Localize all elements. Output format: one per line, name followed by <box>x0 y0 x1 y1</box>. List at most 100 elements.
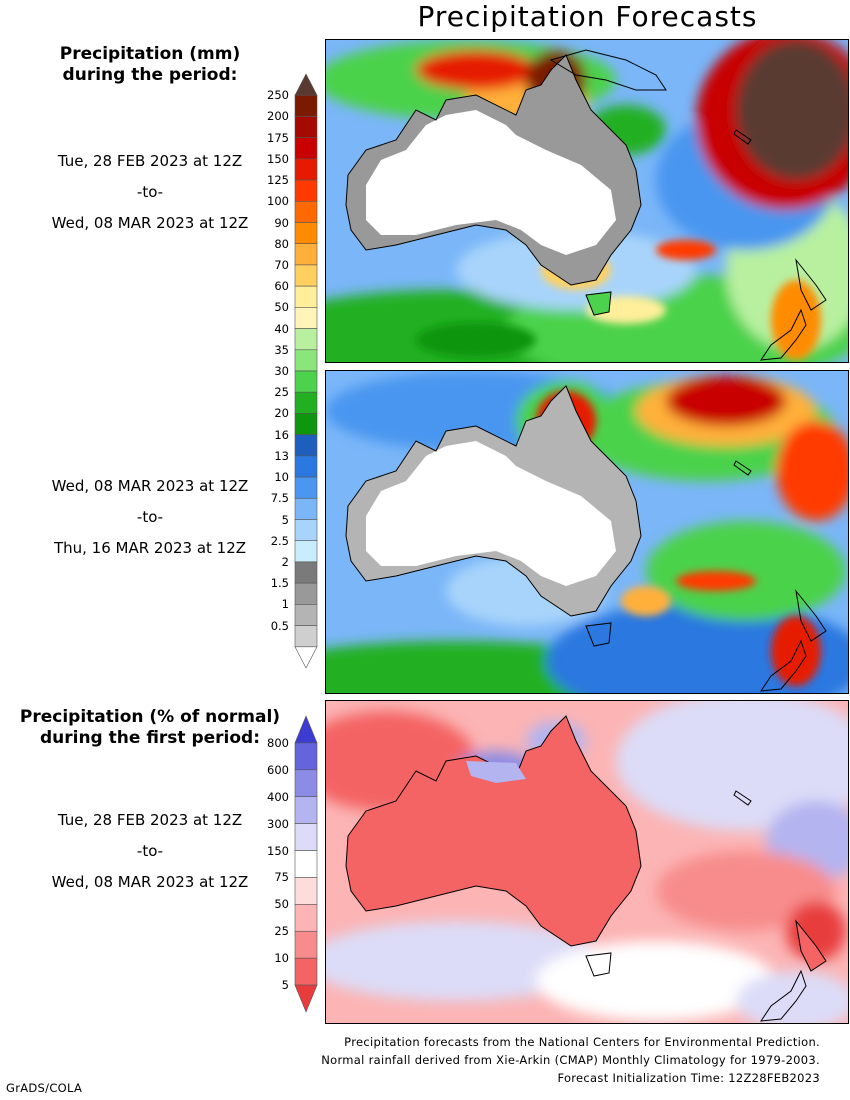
precip-colorbar-tick-label: 0.5 <box>270 618 289 633</box>
precip-colorbar-swatch <box>294 285 318 308</box>
period-2-start: Wed, 08 MAR 2023 at 12Z <box>51 477 249 495</box>
period-1-label: Tue, 28 FEB 2023 at 12Z -to- Wed, 08 MAR… <box>0 154 300 247</box>
precip-colorbar-tick-label: 50 <box>274 300 289 315</box>
percent-heading-line2: during the first period: <box>39 728 261 748</box>
period-3-to: -to- <box>136 842 164 860</box>
percent-colorbar-swatch <box>294 957 318 986</box>
precip-colorbar-swatch <box>294 391 318 414</box>
precip-colorbar-swatch <box>294 179 318 202</box>
footer-line-2: Normal rainfall derived from Xie-Arkin (… <box>321 1053 820 1067</box>
percent-colorbar-swatch <box>294 796 318 824</box>
percent-colorbar-swatch <box>294 850 318 878</box>
precip-colorbar-swatch <box>294 222 318 245</box>
percent-colorbar-tick-label: 400 <box>267 789 289 804</box>
precip-colorbar-bottom-arrow <box>294 646 318 669</box>
precip-colorbar-ticks: 250 200 175 150 125 100 90 80 70 60 50 40 35 30 25 20 16… <box>255 74 289 668</box>
percent-colorbar-tick-label: 25 <box>274 924 289 939</box>
credit-label: GrADS/COLA <box>6 1081 83 1095</box>
precip-colorbar-tick-label: 100 <box>267 194 289 209</box>
precip-colorbar-tick-label: 13 <box>274 448 289 463</box>
precip-colorbar-tick-label: 175 <box>267 130 289 145</box>
footer-line-3: Forecast Initialization Time: 12Z28FEB20… <box>557 1071 820 1085</box>
footer-notes: Precipitation forecasts from the Nationa… <box>321 1033 820 1087</box>
precip-heading-line2: during the period: <box>62 65 238 85</box>
precip-colorbar-tick-label: 125 <box>267 173 289 188</box>
percent-colorbar-tick-label: 10 <box>274 951 289 966</box>
percent-colorbar-swatch <box>294 877 318 905</box>
precip-colorbar-tick-label: 16 <box>274 427 289 442</box>
percent-colorbar-swatch <box>294 742 318 771</box>
precip-colorbar-tick-label: 90 <box>274 215 289 230</box>
percent-colorbar-tick-label: 75 <box>274 870 289 885</box>
precip-colorbar-swatch <box>294 349 318 372</box>
period-1-to: -to- <box>136 183 164 201</box>
period-3-label: Tue, 28 FEB 2023 at 12Z -to- Wed, 08 MAR… <box>0 813 300 906</box>
percent-colorbar-ticks: 800 600 400 300 150 75 50 25 10 5 <box>255 716 289 1012</box>
precip-colorbar-swatch <box>294 625 318 648</box>
period-1-start: Tue, 28 FEB 2023 at 12Z <box>57 152 243 170</box>
period-3-end: Wed, 08 MAR 2023 at 12Z <box>51 873 249 891</box>
percent-colorbar-tick-label: 150 <box>267 843 289 858</box>
precip-colorbar-tick-label: 1 <box>281 597 289 612</box>
precip-colorbar-swatch <box>294 455 318 478</box>
percent-colorbar-swatch <box>294 769 318 798</box>
map-panel-period-2 <box>325 370 849 694</box>
precip-colorbar-tick-label: 250 <box>267 88 289 103</box>
precip-colorbar-tick-label: 60 <box>274 279 289 294</box>
precip-colorbar-swatch <box>294 582 318 605</box>
precip-colorbar-tick-label: 2 <box>281 554 289 569</box>
precip-colorbar-swatch <box>294 604 318 626</box>
precip-colorbar <box>294 73 318 669</box>
precip-colorbar-tick-label: 10 <box>274 470 289 485</box>
precip-colorbar-tick-label: 1.5 <box>270 576 289 591</box>
precip-colorbar-tick-label: 25 <box>274 385 289 400</box>
precip-colorbar-swatch <box>294 413 318 435</box>
percent-colorbar-tick-label: 5 <box>281 978 289 993</box>
period-3-start: Tue, 28 FEB 2023 at 12Z <box>57 811 243 829</box>
precip-colorbar-swatch <box>294 434 318 457</box>
percent-colorbar <box>294 715 318 1013</box>
precip-colorbar-tick-label: 5 <box>281 512 289 527</box>
precip-colorbar-swatch <box>294 264 318 287</box>
precip-colorbar-tick-label: 70 <box>274 257 289 272</box>
percent-colorbar-bottom-arrow <box>294 984 318 1013</box>
precip-colorbar-swatch <box>294 497 318 520</box>
precip-colorbar-tick-label: 20 <box>274 406 289 421</box>
period-1-end: Wed, 08 MAR 2023 at 12Z <box>51 214 249 232</box>
precip-colorbar-swatch <box>294 476 318 499</box>
percent-colorbar-swatch <box>294 823 318 851</box>
map-panel-percent-normal <box>325 700 849 1024</box>
percent-heading-line1: Precipitation (% of normal) <box>19 707 281 727</box>
precip-colorbar-swatch <box>294 116 318 138</box>
percent-colorbar-tick-label: 300 <box>267 816 289 831</box>
percent-heading: Precipitation (% of normal) during the f… <box>0 707 300 749</box>
precip-colorbar-tick-label: 80 <box>274 236 289 251</box>
precip-heading: Precipitation (mm) during the period: <box>0 44 300 86</box>
precip-colorbar-swatch <box>294 540 318 563</box>
percent-colorbar-tick-label: 50 <box>274 897 289 912</box>
precip-colorbar-swatch <box>294 137 318 160</box>
precip-colorbar-tick-label: 7.5 <box>270 491 289 506</box>
precip-heading-line1: Precipitation (mm) <box>59 44 241 64</box>
precip-colorbar-swatch <box>294 328 318 351</box>
precip-colorbar-swatch <box>294 200 318 223</box>
percent-colorbar-swatch <box>294 904 318 932</box>
percent-colorbar-swatch <box>294 930 318 959</box>
precip-colorbar-swatch <box>294 561 318 584</box>
precip-colorbar-tick-label: 40 <box>274 321 289 336</box>
map-panel-period-1 <box>325 39 849 363</box>
footer-line-1: Precipitation forecasts from the Nationa… <box>344 1035 820 1049</box>
period-2-to: -to- <box>136 508 164 526</box>
precip-colorbar-tick-label: 200 <box>267 109 289 124</box>
percent-colorbar-tick-label: 800 <box>267 735 289 750</box>
precip-colorbar-top-arrow <box>294 73 318 96</box>
precip-colorbar-swatch <box>294 94 318 117</box>
page-title: Precipitation Forecasts <box>417 0 758 33</box>
period-2-label: Wed, 08 MAR 2023 at 12Z -to- Thu, 16 MAR… <box>0 479 300 572</box>
precip-colorbar-swatch <box>294 243 318 266</box>
precip-colorbar-tick-label: 2.5 <box>270 533 289 548</box>
precip-colorbar-swatch <box>294 158 318 181</box>
precip-colorbar-swatch <box>294 307 318 329</box>
precip-colorbar-tick-label: 30 <box>274 364 289 378</box>
precip-colorbar-swatch <box>294 519 318 542</box>
